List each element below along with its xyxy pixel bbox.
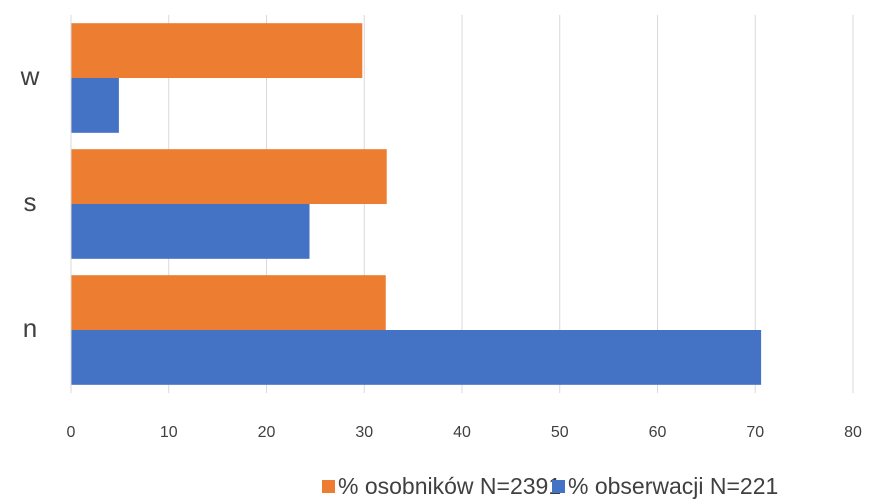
bar bbox=[71, 204, 310, 259]
legend-label: % osobników N=2391 bbox=[338, 473, 561, 499]
x-tick-label: 70 bbox=[746, 424, 764, 441]
legend-swatch bbox=[552, 480, 565, 493]
y-tick-label: n bbox=[23, 313, 37, 343]
x-tick-label: 10 bbox=[160, 424, 178, 441]
y-tick-label: w bbox=[20, 61, 40, 91]
y-tick-label: s bbox=[24, 187, 37, 217]
x-tick-label: 0 bbox=[67, 424, 76, 441]
x-tick-label: 80 bbox=[844, 424, 862, 441]
legend-label: % obserwacji N=221 bbox=[568, 473, 778, 499]
bar bbox=[71, 149, 387, 204]
bar bbox=[71, 78, 119, 133]
x-tick-label: 60 bbox=[649, 424, 667, 441]
x-tick-label: 20 bbox=[258, 424, 276, 441]
bar bbox=[71, 275, 386, 330]
x-tick-label: 30 bbox=[355, 424, 373, 441]
bar bbox=[71, 23, 363, 78]
legend-swatch bbox=[322, 480, 335, 493]
x-tick-label: 50 bbox=[551, 424, 569, 441]
bar bbox=[71, 330, 762, 385]
x-tick-label: 40 bbox=[453, 424, 471, 441]
